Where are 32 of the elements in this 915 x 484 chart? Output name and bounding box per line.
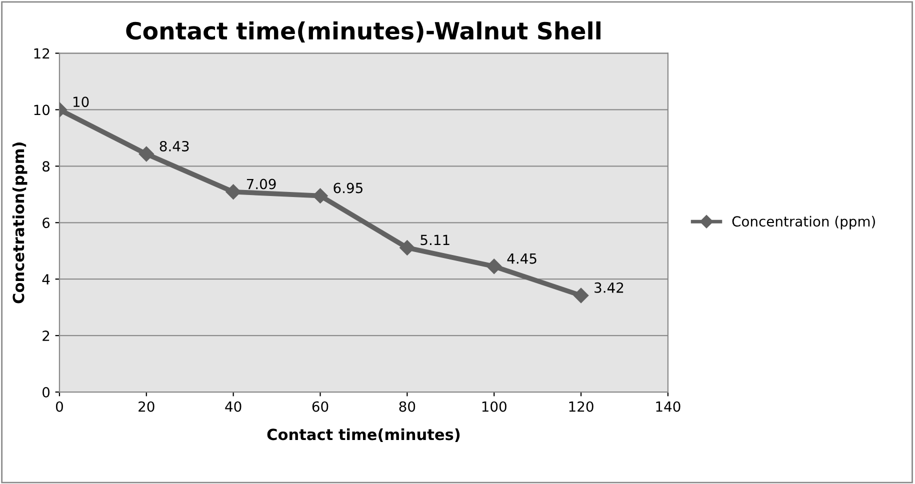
point bbox=[312, 188, 328, 204]
point bbox=[226, 184, 241, 200]
y-tick-label: 6 bbox=[42, 218, 50, 228]
point bbox=[400, 240, 415, 256]
point bbox=[486, 258, 502, 274]
y-tick-label: 0 bbox=[42, 387, 50, 398]
data-label: 8.43 bbox=[160, 140, 189, 152]
chart-title: Contact time(minutes)-Walnut Shell bbox=[126, 21, 600, 42]
y-tick-label: 4 bbox=[42, 274, 50, 284]
y-axis-title: Concetration(ppm) bbox=[12, 142, 28, 304]
point bbox=[138, 146, 154, 162]
data-label: 6.95 bbox=[334, 182, 362, 194]
data-label: 7.09 bbox=[246, 178, 276, 190]
x-tick-label: 80 bbox=[399, 401, 416, 412]
x-tick-label: 100 bbox=[482, 401, 506, 412]
x-tick-label: 120 bbox=[569, 401, 594, 412]
data-label: 10 bbox=[74, 96, 89, 108]
x-tick-label: 140 bbox=[656, 401, 680, 412]
x-tick-label: 40 bbox=[225, 401, 242, 412]
data-label: 4.45 bbox=[507, 254, 536, 264]
point bbox=[573, 288, 589, 304]
legend-label: Concentration (ppm) bbox=[732, 216, 875, 230]
x-tick-label: 20 bbox=[138, 401, 154, 412]
y-tick-label: 10 bbox=[34, 104, 50, 116]
data-label: 3.42 bbox=[594, 282, 624, 293]
data-label: 5.11 bbox=[420, 234, 450, 246]
x-tick-label: 60 bbox=[312, 401, 328, 412]
x-tick-label: 0 bbox=[56, 401, 63, 412]
y-tick-label: 12 bbox=[34, 48, 50, 59]
y-tick-label: 2 bbox=[42, 330, 50, 341]
y-tick-label: 8 bbox=[42, 161, 50, 172]
x-axis-title: Contact time(minutes) bbox=[267, 428, 460, 442]
